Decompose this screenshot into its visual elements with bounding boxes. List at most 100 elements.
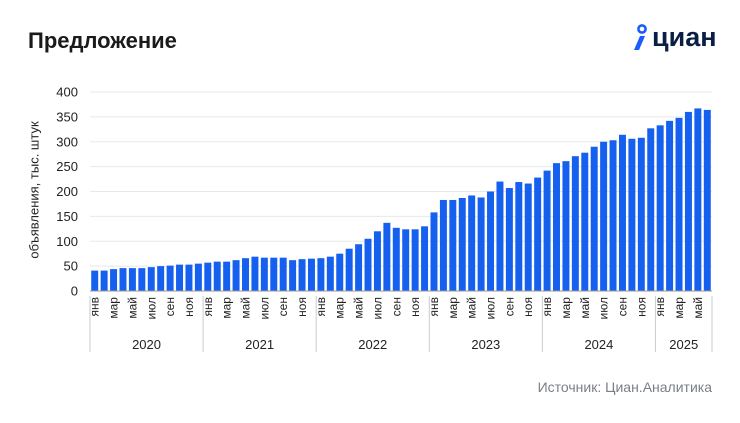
x-tick-label: июл [370, 297, 384, 319]
bar [232, 260, 240, 291]
y-tick-label: 250 [56, 159, 78, 174]
bar [449, 199, 457, 291]
x-tick-label: май [352, 297, 366, 319]
bar [279, 257, 287, 291]
bar [336, 253, 344, 291]
cian-logo: циан [632, 22, 722, 56]
x-tick-label: июл [257, 297, 271, 319]
y-tick-label: 150 [56, 209, 78, 224]
bar [166, 265, 174, 291]
bar [204, 262, 212, 291]
x-tick-label: янв [427, 297, 441, 317]
x-tick-label: янв [540, 297, 554, 317]
y-tick-label: 400 [56, 85, 78, 100]
bar [505, 188, 513, 291]
bar [694, 108, 702, 291]
bar [364, 238, 372, 291]
bar [656, 125, 664, 292]
bar [421, 226, 429, 291]
bar [251, 256, 259, 291]
bar [100, 270, 108, 291]
bar [157, 266, 165, 291]
bar [91, 270, 99, 291]
y-tick-label: 300 [56, 134, 78, 149]
bar [553, 163, 560, 291]
bar [345, 248, 353, 291]
bar [194, 263, 202, 291]
x-tick-label: май [465, 297, 479, 319]
x-tick-label: май [691, 297, 705, 319]
bar [176, 264, 184, 291]
bar [383, 222, 391, 291]
x-tick-label: июл [144, 297, 158, 319]
y-tick-label: 100 [56, 234, 78, 249]
bar [515, 182, 523, 291]
y-tick-label: 0 [71, 284, 78, 299]
x-tick-label: сен [276, 297, 290, 316]
bar [666, 120, 674, 291]
x-tick-label: янв [88, 297, 102, 317]
year-label: 2021 [245, 337, 274, 352]
bar [298, 259, 306, 291]
x-tick-label: мар [672, 297, 686, 319]
bar [534, 177, 542, 291]
x-tick-label: май [125, 297, 139, 319]
bar [703, 109, 711, 291]
bar [487, 191, 495, 291]
bar [581, 152, 589, 291]
bar [647, 128, 655, 291]
year-label: 2022 [358, 337, 387, 352]
x-tick-label: сен [615, 297, 629, 316]
bar [411, 229, 419, 291]
bar [119, 268, 127, 291]
x-tick-label: янв [314, 297, 328, 317]
x-tick-label: мар [559, 297, 573, 319]
bar [458, 197, 466, 291]
x-tick-label: май [239, 297, 253, 319]
year-label: 2024 [584, 337, 613, 352]
x-tick-label: июл [484, 297, 498, 319]
bar [326, 256, 334, 291]
bar [392, 227, 400, 291]
bar [590, 146, 598, 291]
x-tick-label: мар [107, 297, 121, 319]
bar [242, 258, 249, 291]
bar [223, 261, 231, 291]
bar [609, 140, 617, 291]
bar [317, 258, 325, 291]
bar [128, 268, 136, 291]
y-tick-label: 200 [56, 184, 78, 199]
bar [260, 257, 268, 291]
bar [430, 212, 438, 291]
year-label: 2020 [132, 337, 161, 352]
x-tick-label: май [578, 297, 592, 319]
cian-pin-icon [634, 24, 647, 50]
source-note: Источник: Циан.Аналитика [537, 379, 712, 395]
bar [355, 244, 363, 291]
y-tick-label: 50 [64, 259, 78, 274]
bar [618, 134, 626, 291]
x-tick-label: ноя [521, 297, 535, 317]
x-tick-label: ноя [408, 297, 422, 317]
year-label: 2023 [471, 337, 500, 352]
x-tick-label: ноя [182, 297, 196, 317]
chart-title: Предложение [28, 28, 177, 53]
bar [147, 267, 155, 291]
bar [307, 258, 315, 291]
bar [270, 257, 278, 291]
bar [213, 261, 221, 291]
x-tick-label: сен [163, 297, 177, 316]
bar [628, 138, 636, 291]
bar [524, 183, 532, 291]
bar [600, 141, 608, 291]
x-tick-label: янв [201, 297, 215, 317]
x-tick-label: мар [333, 297, 347, 319]
x-tick-label: ноя [634, 297, 648, 317]
bar [684, 111, 692, 292]
year-label: 2025 [669, 337, 698, 352]
bar [571, 156, 579, 291]
bar [562, 161, 570, 291]
bar [402, 229, 410, 291]
bar [439, 199, 447, 291]
